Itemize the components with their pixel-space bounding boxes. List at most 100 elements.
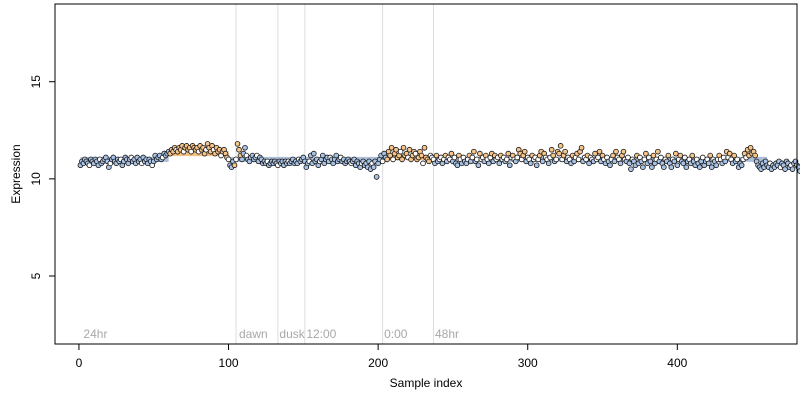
data-point (486, 160, 492, 167)
data-point (705, 160, 712, 167)
x-axis: 0 100 200 300 400 (76, 343, 688, 370)
data-point (708, 164, 715, 171)
data-point (236, 146, 242, 153)
data-point (521, 148, 528, 155)
data-point (388, 144, 395, 151)
data-point (610, 152, 616, 159)
data-point (505, 150, 512, 157)
data-point (556, 150, 562, 157)
data-point (399, 156, 405, 163)
annotation-label: 12:00 (306, 327, 336, 341)
data-point (575, 156, 582, 163)
data-point (412, 150, 419, 157)
data-point (562, 148, 568, 155)
data-point (738, 162, 745, 169)
data-points (77, 141, 800, 180)
data-point (578, 144, 585, 151)
y-tick-label: 15 (29, 75, 43, 89)
x-tick-label: 300 (518, 356, 538, 370)
annotation-lines (235, 4, 434, 344)
data-point (726, 150, 733, 157)
annotation-label: 24hr (83, 327, 107, 341)
data-point (545, 160, 552, 167)
annotation-labels: 24hr dawn dusk 12:00 0:00 48hr (83, 327, 459, 341)
data-point (397, 148, 404, 155)
data-point (477, 150, 483, 157)
data-point (234, 141, 241, 147)
x-axis-title: Sample index (390, 376, 463, 390)
data-point (625, 154, 631, 161)
x-tick-label: 100 (219, 356, 239, 370)
data-point (188, 148, 194, 155)
data-point (387, 152, 393, 159)
data-point (373, 174, 380, 180)
data-point (86, 162, 93, 169)
data-point (242, 144, 248, 151)
data-point (448, 150, 455, 157)
data-point (418, 152, 425, 159)
y-axis-title: Expression (9, 144, 23, 203)
data-point (406, 146, 413, 153)
data-point (647, 158, 654, 165)
x-tick-label: 400 (667, 356, 687, 370)
data-point (474, 156, 480, 163)
data-point (586, 160, 592, 167)
data-point (420, 160, 426, 167)
data-point (454, 162, 461, 169)
plot-frame (54, 3, 798, 345)
data-point (379, 158, 386, 165)
data-point (451, 154, 458, 161)
data-point (503, 156, 510, 163)
data-point (225, 156, 232, 163)
data-point (311, 150, 317, 157)
data-point (390, 156, 396, 163)
data-point (592, 150, 598, 157)
data-point (689, 152, 696, 159)
y-tick-label: 10 (29, 172, 43, 186)
data-point (421, 144, 428, 151)
data-point (680, 160, 687, 167)
annotation-label: 0:00 (384, 327, 408, 341)
data-point (527, 160, 534, 167)
data-point (747, 144, 754, 151)
data-point (655, 148, 661, 155)
data-point (641, 156, 648, 163)
data-point (231, 162, 238, 169)
data-point (553, 156, 559, 163)
data-point (611, 158, 618, 165)
data-point (514, 154, 521, 161)
data-point (617, 160, 624, 167)
data-point (557, 143, 564, 149)
data-point (496, 160, 503, 167)
y-tick-label: 5 (29, 272, 43, 279)
data-point (433, 152, 440, 159)
data-point (782, 166, 788, 172)
data-point (674, 162, 681, 169)
data-point (665, 152, 672, 159)
data-point (539, 158, 546, 165)
data-point (661, 164, 667, 171)
data-point (475, 162, 482, 169)
data-point (384, 156, 390, 163)
data-point (707, 152, 714, 159)
data-point (595, 154, 601, 161)
data-point (643, 150, 649, 157)
data-point (683, 164, 690, 171)
data-point (649, 164, 655, 171)
data-point (696, 164, 703, 171)
data-point (319, 152, 326, 159)
data-point (233, 156, 239, 163)
data-point (400, 144, 407, 151)
data-point (671, 158, 678, 165)
data-point (333, 152, 340, 159)
data-point (722, 158, 728, 165)
data-point (550, 152, 556, 159)
data-point (506, 162, 513, 169)
data-point (650, 152, 657, 159)
data-point (548, 146, 555, 153)
data-point (596, 148, 603, 155)
data-point (626, 160, 633, 167)
data-point (370, 164, 377, 171)
